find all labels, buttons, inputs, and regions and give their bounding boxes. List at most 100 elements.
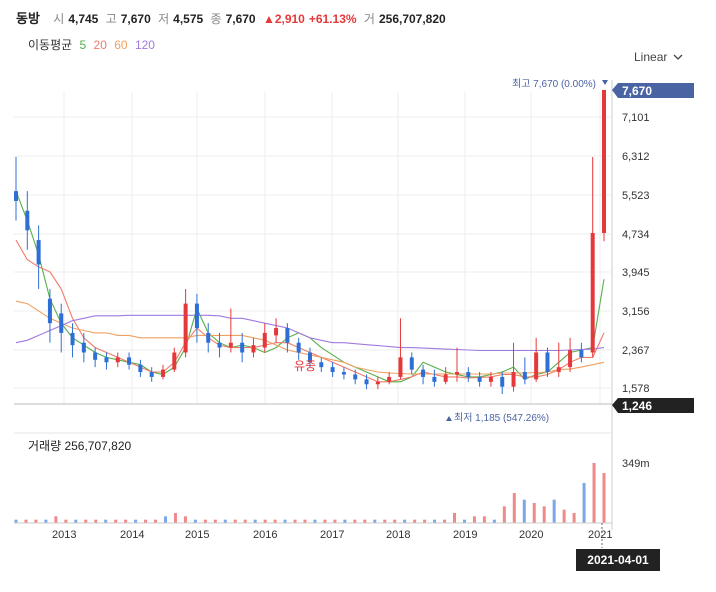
moving-average-legend[interactable]: 이동평균 5 20 60 120 [28,36,159,53]
candle [353,369,358,385]
volume-bar [64,519,68,523]
candle [115,352,120,368]
volume-bar [522,499,526,523]
price-tick: 1,578 [622,383,650,395]
volume-bar [44,519,48,523]
candle [14,156,18,221]
volume-bar [203,519,207,523]
volume-bar [173,513,177,523]
price-tick: 7,101 [622,112,650,124]
candle [488,372,493,387]
volume-bar [84,519,88,523]
price-header: 동방 시 4,745 고 7,670 저 4,575 종 7,670 ▲2,910 +61… [16,8,450,26]
price-tick: 4,734 [622,229,650,241]
change-pct: +61.13% [308,12,357,26]
price-axis: 7,101 6,312 5,523 4,734 3,945 3,156 2,36… [622,112,650,395]
candle [161,364,165,380]
stock-name: 동방 [16,11,40,26]
volume-bar [363,519,367,523]
candle [47,288,52,343]
candle [534,337,539,382]
volume-bar [243,519,247,523]
volume-bar [592,463,596,523]
volume-bar [552,499,556,523]
volume-bar [34,519,38,523]
chevron-down-icon [673,54,683,60]
x-tick: 2013 [52,529,76,541]
volume-bar [542,506,546,523]
candle [522,357,527,385]
volume-bar [273,519,277,523]
volume-bar [443,519,447,523]
volume-bar [144,519,148,523]
volume-bar [343,519,347,523]
volume-bar [433,519,437,523]
price-tick: 5,523 [622,190,650,202]
volume-bar [233,519,237,523]
change-value: ▲2,910 [262,12,305,26]
candle [466,367,471,382]
current-price-value: 7,670 [622,84,652,98]
moving-average-label: 이동평균 [28,38,73,52]
price-tick: 2,367 [622,345,650,357]
candle [409,352,414,375]
candle [590,156,595,358]
low-label: 저 [158,12,170,26]
high-marker: 최고 7,670 (0.00%) [512,78,596,90]
candle [432,369,437,387]
volume-bar [263,519,267,523]
low-marker: 최저 1,185 (547.26%) [454,412,549,424]
x-axis: 2013 2014 2015 2016 2017 2018 2019 2020 … [52,529,612,541]
candle [568,337,573,373]
chart-event-label: 유증 [294,359,316,373]
candle [70,323,75,358]
high-value: 7,670 [120,12,151,26]
volume-bar [472,516,476,523]
candle [149,367,154,382]
volume-bar [223,519,227,523]
volume-bar [602,473,606,523]
scale-select-value: Linear [634,50,668,64]
candle [251,337,256,358]
volume-bar [572,513,576,523]
candle [319,357,324,373]
low-marker-arrow [446,416,452,421]
candle [183,288,188,358]
open-value: 4,745 [68,12,99,26]
scale-select[interactable]: Linear [634,50,683,64]
volume-bar [323,519,327,523]
candle [59,303,64,353]
candle [511,342,516,392]
volume-bar [383,519,387,523]
volume-bar [333,519,337,523]
x-tick: 2016 [253,529,277,541]
candle [398,318,403,380]
ma-line-120 [15,314,605,352]
high-marker-arrow [602,80,608,85]
candle [25,191,30,250]
volume-bar [154,519,158,523]
volume-bar [193,519,197,523]
volume-bar [502,506,506,523]
open-label: 시 [53,12,65,26]
ma-120: 120 [134,38,155,52]
candle [104,352,109,370]
candle [285,323,290,353]
candle [274,318,279,343]
candle [217,332,222,358]
volume-axis-label: 349m [622,458,650,470]
candle [296,337,301,360]
gridlines [14,92,610,404]
current-price-badge: 7,670 [612,83,694,98]
volume-bar [423,519,427,523]
x-tick: 2015 [185,529,209,541]
close-label: 종 [210,12,222,26]
x-tick: 2021 [588,529,612,541]
volume-bar [24,519,28,523]
volume-bar [303,519,307,523]
volume-bar [283,519,287,523]
candle [81,332,86,363]
candle [500,372,505,395]
volume-bar [403,519,407,523]
